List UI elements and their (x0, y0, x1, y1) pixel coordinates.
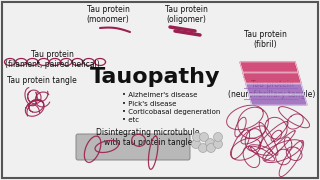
Text: Tau protein
(filament, paired helical): Tau protein (filament, paired helical) (4, 50, 100, 69)
Polygon shape (249, 95, 307, 105)
Polygon shape (243, 73, 301, 83)
Circle shape (206, 143, 215, 152)
Text: Tau protein
(oligomer): Tau protein (oligomer) (164, 5, 207, 24)
Circle shape (205, 138, 214, 147)
Text: Tau protein
(neurofibrillary tangle): Tau protein (neurofibrillary tangle) (228, 80, 316, 99)
Circle shape (193, 132, 202, 141)
Circle shape (191, 140, 201, 148)
Text: • Alzheimer's disease
• Pick's disease
• Corticobasal degeneration
• etc: • Alzheimer's disease • Pick's disease •… (122, 92, 220, 123)
FancyBboxPatch shape (76, 134, 190, 160)
Text: Disintegrating microtubule
with tau protein tangle: Disintegrating microtubule with tau prot… (96, 128, 200, 147)
Polygon shape (240, 62, 298, 72)
Circle shape (213, 140, 222, 148)
Polygon shape (246, 84, 304, 94)
Text: Tauopathy: Tauopathy (90, 67, 220, 87)
Text: Tau protein
(monomer): Tau protein (monomer) (87, 5, 129, 24)
Text: Tau protein
(fibril): Tau protein (fibril) (244, 30, 286, 49)
Circle shape (199, 132, 209, 141)
Text: Tau protein tangle: Tau protein tangle (7, 76, 77, 85)
Circle shape (213, 132, 222, 141)
Circle shape (198, 143, 207, 152)
